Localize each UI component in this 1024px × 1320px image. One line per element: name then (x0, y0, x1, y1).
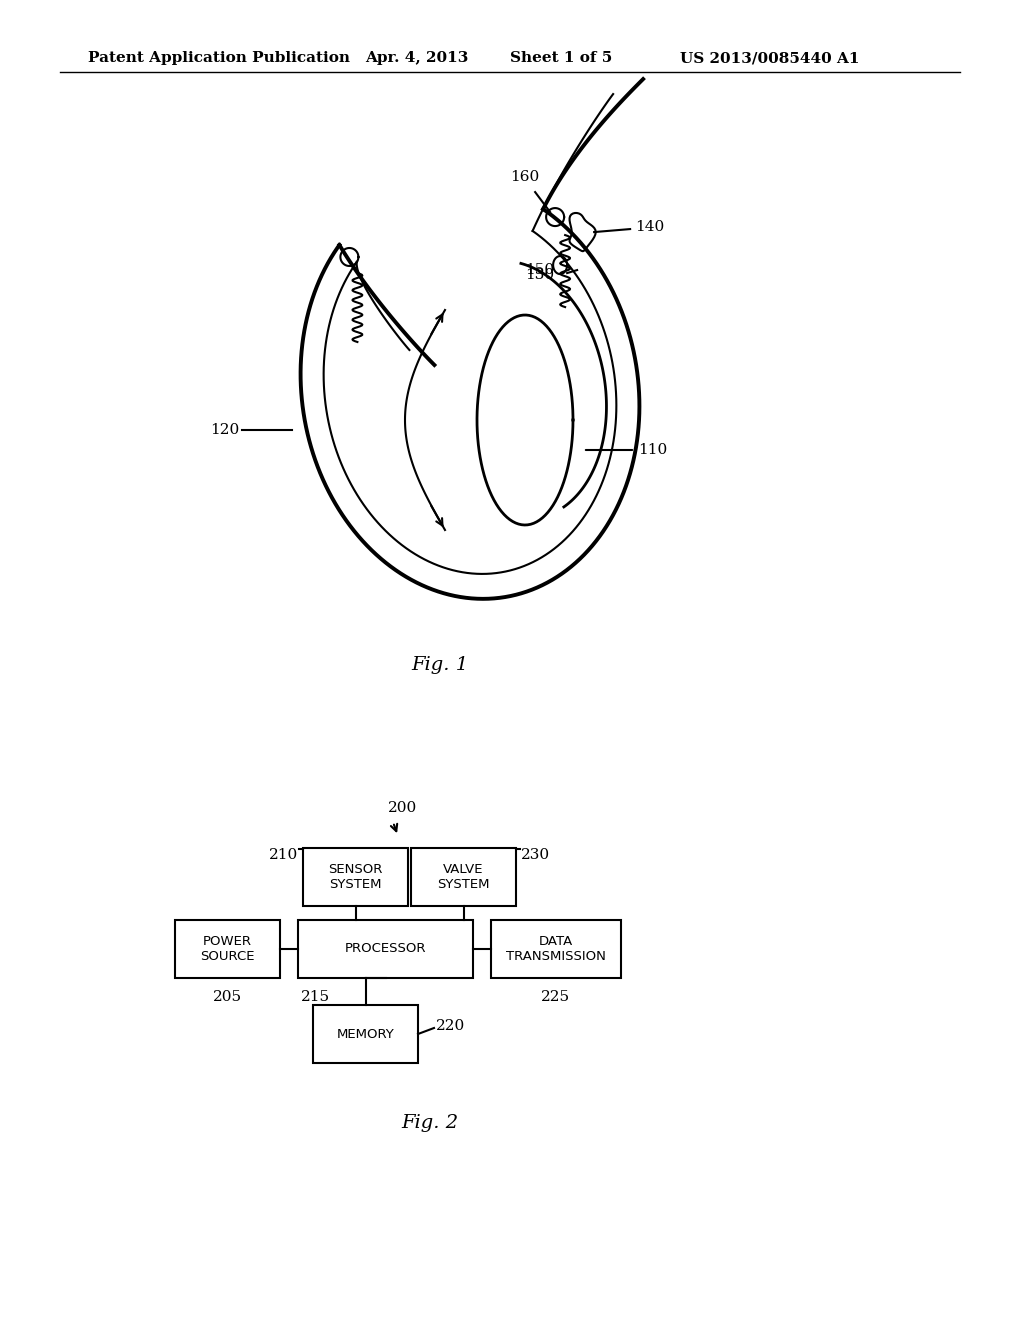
Text: DATA
TRANSMISSION: DATA TRANSMISSION (506, 935, 606, 964)
FancyBboxPatch shape (303, 847, 408, 906)
FancyBboxPatch shape (175, 920, 280, 978)
Text: SENSOR
SYSTEM: SENSOR SYSTEM (329, 863, 383, 891)
Text: US 2013/0085440 A1: US 2013/0085440 A1 (680, 51, 859, 65)
Text: 215: 215 (301, 990, 331, 1005)
Text: PROCESSOR: PROCESSOR (345, 942, 426, 956)
Text: 230: 230 (521, 847, 550, 862)
Text: 200: 200 (388, 801, 417, 814)
Text: VALVE
SYSTEM: VALVE SYSTEM (437, 863, 489, 891)
Text: 140: 140 (635, 220, 665, 234)
FancyBboxPatch shape (411, 847, 516, 906)
Text: Fig. 2: Fig. 2 (401, 1114, 459, 1133)
Text: 120: 120 (210, 422, 239, 437)
Text: MEMORY: MEMORY (337, 1027, 394, 1040)
Text: Fig. 1: Fig. 1 (412, 656, 469, 675)
Text: 220: 220 (436, 1019, 465, 1034)
Text: 225: 225 (542, 990, 570, 1005)
Text: 160: 160 (510, 170, 540, 183)
Text: POWER
SOURCE: POWER SOURCE (201, 935, 255, 964)
Text: Patent Application Publication: Patent Application Publication (88, 51, 350, 65)
Text: 210: 210 (268, 847, 298, 862)
Text: 130: 130 (525, 268, 554, 282)
FancyBboxPatch shape (298, 920, 473, 978)
FancyBboxPatch shape (313, 1005, 418, 1063)
Text: Apr. 4, 2013: Apr. 4, 2013 (365, 51, 468, 65)
Text: 110: 110 (638, 444, 668, 457)
Text: 150: 150 (525, 263, 554, 277)
Text: 205: 205 (213, 990, 242, 1005)
Text: Sheet 1 of 5: Sheet 1 of 5 (510, 51, 612, 65)
FancyBboxPatch shape (490, 920, 621, 978)
